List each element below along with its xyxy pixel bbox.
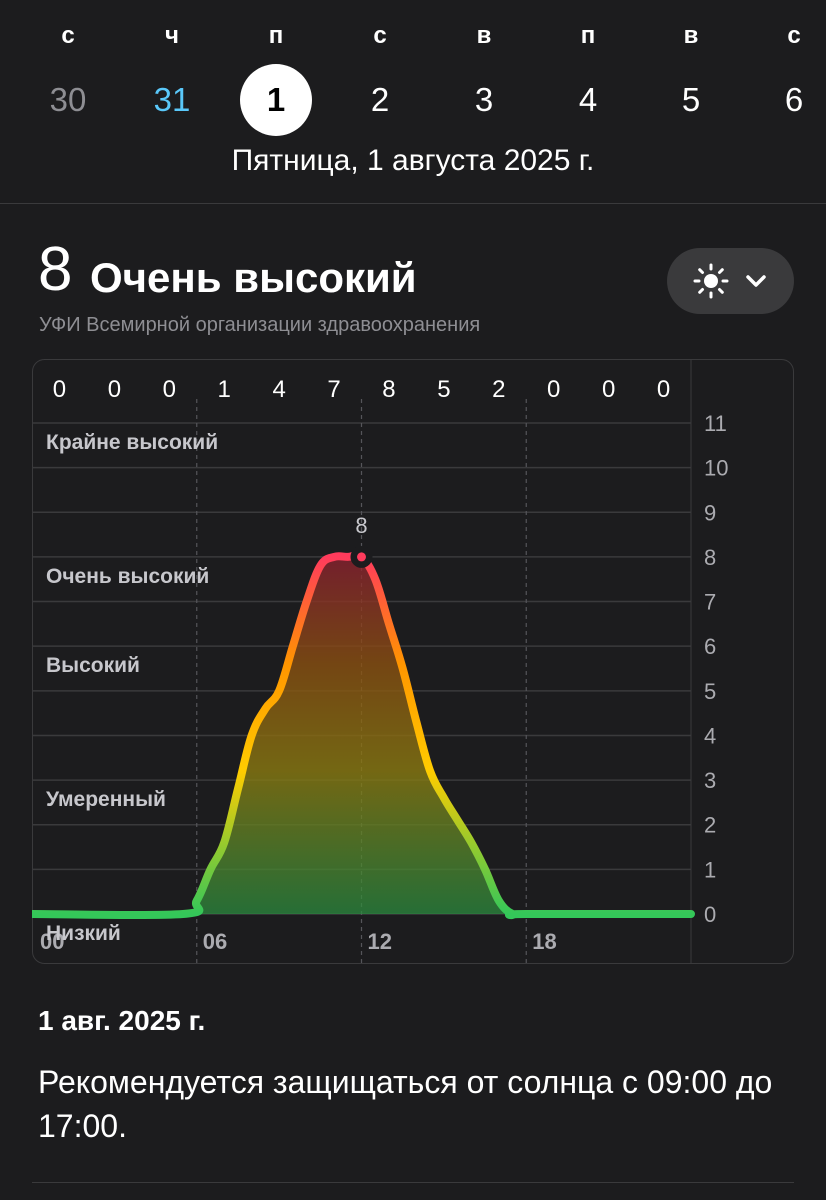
current-uv-label: 8 xyxy=(355,513,367,538)
day-letter: п xyxy=(268,22,284,49)
chart-frame xyxy=(32,359,794,964)
uv-category-label: Высокий xyxy=(46,654,140,677)
y-tick-label: 4 xyxy=(704,723,716,748)
day-number: 5 xyxy=(681,81,701,118)
uv-chart: 0 1 2 3 4 5 6 7 8 9 10 11 00 06 12 18 0 0 0 1 4 7 8 5 2 0 0 0 Крайне… xyxy=(32,359,794,964)
y-tick-label: 6 xyxy=(704,634,716,659)
y-tick-label: 2 xyxy=(704,813,716,838)
y-tick-label: 11 xyxy=(704,411,727,436)
day-letter: ч xyxy=(165,22,179,49)
hourly-uv-value: 8 xyxy=(382,376,395,403)
hourly-uv-value: 1 xyxy=(218,376,231,403)
day-letter: п xyxy=(580,22,596,49)
uv-index-value: 8 xyxy=(38,235,73,304)
uv-category-label: Очень высокий xyxy=(46,565,209,588)
y-tick-label: 0 xyxy=(704,902,716,927)
hourly-uv-value: 0 xyxy=(108,376,121,403)
uv-source-label: УФИ Всемирной организации здравоохранени… xyxy=(39,314,481,336)
forecast-date: 1 авг. 2025 г. xyxy=(38,1005,206,1036)
hourly-uv-value: 0 xyxy=(547,376,560,403)
sun-icon xyxy=(693,263,729,299)
y-tick-label: 3 xyxy=(704,768,716,793)
hourly-uv-value: 4 xyxy=(272,376,285,403)
hourly-uv-value: 0 xyxy=(602,376,615,403)
day-number: 2 xyxy=(370,81,390,118)
hourly-uv-value: 7 xyxy=(327,376,340,403)
hourly-uv-value: 5 xyxy=(437,376,450,403)
day-number: 4 xyxy=(578,81,598,118)
uv-category-label: Умеренный xyxy=(46,788,166,811)
hourly-uv-value: 2 xyxy=(492,376,505,403)
week-strip: с 30 ч 31 п 1 с 2 в 3 п 4 в 5 с 6 xyxy=(0,0,826,205)
day-number: 30 xyxy=(49,81,87,118)
x-tick-label: 06 xyxy=(203,929,227,954)
day-letter: в xyxy=(476,22,492,49)
y-tick-label: 8 xyxy=(704,545,716,570)
uv-category: Очень высокий xyxy=(90,254,417,301)
sun-protection-recommendation: Рекомендуется защищаться от солнца с 09:… xyxy=(38,1064,773,1144)
day-number: 31 xyxy=(153,81,191,118)
day-number: 1 xyxy=(240,64,312,136)
x-tick-label: 12 xyxy=(368,929,392,954)
metric-dropdown-button[interactable] xyxy=(667,248,794,314)
day-letter: с xyxy=(61,22,75,49)
day-30[interactable]: с 30 xyxy=(16,0,120,140)
y-tick-label: 5 xyxy=(704,679,716,704)
day-letter: в xyxy=(683,22,699,49)
chevron-down-icon xyxy=(746,275,766,287)
day-letter: с xyxy=(373,22,387,49)
y-tick-label: 7 xyxy=(704,590,716,615)
hourly-uv-value: 0 xyxy=(53,376,66,403)
selected-date-label: Пятница, 1 августа 2025 г. xyxy=(231,144,595,177)
y-tick-label: 10 xyxy=(704,456,728,481)
y-tick-label: 1 xyxy=(704,857,716,882)
hourly-uv-value: 0 xyxy=(657,376,670,403)
header-divider xyxy=(0,203,826,204)
uv-category-label: Низкий xyxy=(46,922,121,945)
current-time-marker xyxy=(357,552,366,562)
x-tick-label: 00 xyxy=(40,929,64,954)
y-tick-label: 9 xyxy=(704,500,716,525)
x-tick-label: 18 xyxy=(532,929,556,954)
footer-divider xyxy=(32,1182,794,1183)
hourly-uv-value: 0 xyxy=(163,376,176,403)
uv-area-fill xyxy=(32,555,691,916)
day-31[interactable]: ч 31 xyxy=(120,0,224,140)
uv-category-label: Крайне высокий xyxy=(46,431,218,454)
day-number: 6 xyxy=(784,81,804,118)
day-number: 3 xyxy=(474,81,494,118)
day-letter: с xyxy=(787,22,801,49)
